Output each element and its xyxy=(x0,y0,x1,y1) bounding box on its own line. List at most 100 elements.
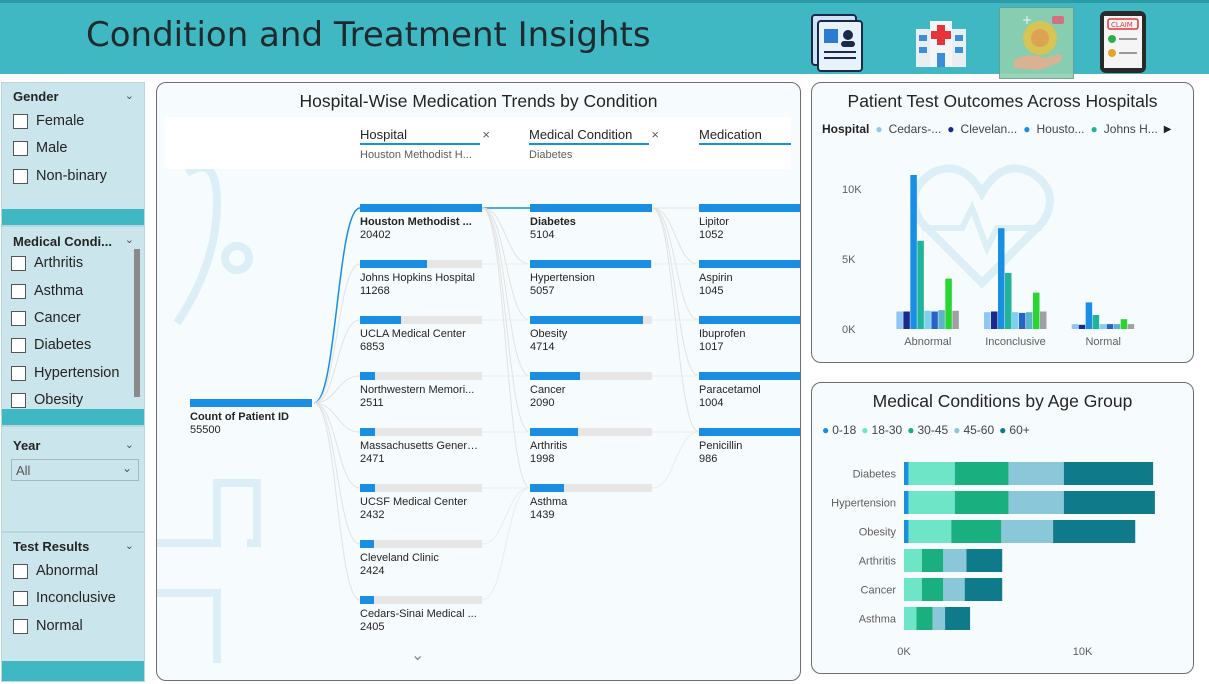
medication-node[interactable]: Penicillin 986 xyxy=(699,428,800,465)
stacked-bar-segment[interactable] xyxy=(904,607,917,630)
gender-option-male[interactable]: Male xyxy=(13,140,67,156)
condition-option-hypertension[interactable]: Hypertension xyxy=(11,365,119,381)
condition-node[interactable]: Hypertension 5057 xyxy=(530,260,654,297)
hospital-node[interactable]: Johns Hopkins Hospital 11268 xyxy=(360,260,484,297)
condition-node[interactable]: Diabetes 5104 xyxy=(530,204,654,241)
checkbox[interactable] xyxy=(13,590,28,606)
stacked-bar-segment[interactable] xyxy=(954,491,1009,514)
claim-icon[interactable]: CLAIM xyxy=(1094,9,1152,75)
test-option-abnormal[interactable]: Abnormal xyxy=(13,563,98,579)
chevron-down-icon[interactable]: ⌄ xyxy=(124,90,134,102)
stacked-bar-segment[interactable] xyxy=(1063,462,1154,485)
column-bar[interactable] xyxy=(1033,292,1040,329)
condition-option-arthritis[interactable]: Arthritis xyxy=(11,255,83,271)
hospital-node[interactable]: Cleveland Clinic 2424 xyxy=(360,540,484,577)
column-bar[interactable] xyxy=(952,310,959,329)
stacked-bar-segment[interactable] xyxy=(904,520,909,543)
hospital-node[interactable]: Northwestern Memori... 2511 xyxy=(360,372,484,409)
column-bar[interactable] xyxy=(938,310,945,329)
checkbox[interactable] xyxy=(11,337,26,353)
stacked-bar-segment[interactable] xyxy=(943,549,967,572)
year-dropdown[interactable]: All ⌄ xyxy=(11,459,139,481)
column-bar[interactable] xyxy=(1120,319,1128,329)
chevron-down-icon[interactable]: ⌄ xyxy=(124,234,134,246)
stacked-bar-segment[interactable] xyxy=(908,462,955,485)
slicer-scrollbar[interactable] xyxy=(134,249,140,397)
test-option-normal[interactable]: Normal xyxy=(13,618,83,634)
patient-record-icon[interactable] xyxy=(808,11,870,73)
column-bar[interactable] xyxy=(1040,311,1047,330)
stacked-bar-segment[interactable] xyxy=(904,578,922,601)
column-bar[interactable] xyxy=(1092,315,1100,329)
stacked-bar-segment[interactable] xyxy=(916,607,933,630)
root-node[interactable]: Count of Patient ID 55500 xyxy=(190,399,314,436)
medication-node[interactable]: Ibuprofen 1017 xyxy=(699,316,800,353)
stacked-bar-segment[interactable] xyxy=(904,491,909,514)
condition-option-asthma[interactable]: Asthma xyxy=(11,283,83,299)
stacked-bar-segment[interactable] xyxy=(951,520,1002,543)
column-bar[interactable] xyxy=(1085,302,1093,329)
column-bar[interactable] xyxy=(1127,324,1135,329)
stacked-bar-segment[interactable] xyxy=(1001,520,1054,543)
gender-option-female[interactable]: Female xyxy=(13,113,84,129)
hospital-node[interactable]: Cedars-Sinai Medical ... 2405 xyxy=(360,596,484,633)
condition-option-diabetes[interactable]: Diabetes xyxy=(11,337,91,353)
condition-option-obesity[interactable]: Obesity xyxy=(11,392,83,408)
checkbox[interactable] xyxy=(13,618,28,634)
condition-node[interactable]: Arthritis 1998 xyxy=(530,428,654,465)
column-bar[interactable] xyxy=(1099,324,1107,329)
stacked-bar-segment[interactable] xyxy=(908,491,955,514)
stacked-bar-segment[interactable] xyxy=(908,520,952,543)
hospital-node[interactable]: UCLA Medical Center 6853 xyxy=(360,316,484,353)
stacked-bar-segment[interactable] xyxy=(966,549,1003,572)
column-bar[interactable] xyxy=(1071,324,1079,329)
column-bar[interactable] xyxy=(984,312,991,329)
medication-node[interactable]: Aspirin 1045 xyxy=(699,260,800,297)
column-bar[interactable] xyxy=(1026,312,1033,329)
checkbox[interactable] xyxy=(13,113,28,129)
close-icon[interactable]: × xyxy=(651,127,659,142)
stacked-bar-segment[interactable] xyxy=(1008,491,1064,514)
checkbox[interactable] xyxy=(13,168,28,184)
column-bar[interactable] xyxy=(924,310,931,329)
chevron-down-icon[interactable]: ⌄ xyxy=(411,647,425,664)
checkbox[interactable] xyxy=(11,283,26,299)
column-bar[interactable] xyxy=(991,311,998,330)
stacked-bar-segment[interactable] xyxy=(1008,462,1064,485)
hospital-icon[interactable] xyxy=(910,11,972,73)
checkbox[interactable] xyxy=(11,365,26,381)
column-bar[interactable] xyxy=(910,175,917,329)
close-icon[interactable]: × xyxy=(482,127,490,142)
stacked-bar-segment[interactable] xyxy=(943,578,965,601)
column-bar[interactable] xyxy=(1106,324,1114,329)
column-bar[interactable] xyxy=(998,228,1005,329)
condition-node[interactable]: Cancer 2090 xyxy=(530,372,654,409)
column-bar[interactable] xyxy=(1005,273,1012,329)
test-option-inconclusive[interactable]: Inconclusive xyxy=(13,590,116,606)
legend-next-arrow-icon[interactable]: ▶ xyxy=(1163,123,1172,135)
column-bar[interactable] xyxy=(1019,312,1026,329)
column-bar[interactable] xyxy=(903,311,910,330)
treatment-icon[interactable]: + xyxy=(999,7,1074,79)
stacked-bar-segment[interactable] xyxy=(945,607,971,630)
hospital-node[interactable]: Houston Methodist ... 20402 xyxy=(360,204,484,241)
column-bar[interactable] xyxy=(945,278,952,329)
chevron-down-icon[interactable]: ⌄ xyxy=(124,540,134,552)
checkbox[interactable] xyxy=(13,563,28,579)
column-bar[interactable] xyxy=(1012,312,1019,329)
checkbox[interactable] xyxy=(13,140,28,156)
chevron-down-icon[interactable]: ⌄ xyxy=(124,439,134,451)
stacked-bar-segment[interactable] xyxy=(1063,491,1155,514)
column-bar[interactable] xyxy=(1078,324,1086,329)
condition-option-cancer[interactable]: Cancer xyxy=(11,310,81,326)
condition-node[interactable]: Obesity 4714 xyxy=(530,316,654,353)
stacked-bar-segment[interactable] xyxy=(964,578,1003,601)
condition-node[interactable]: Asthma 1439 xyxy=(530,484,654,521)
column-bar[interactable] xyxy=(896,311,903,330)
checkbox[interactable] xyxy=(11,392,26,408)
stacked-bar-segment[interactable] xyxy=(904,549,922,572)
column-bar[interactable] xyxy=(1113,324,1121,329)
stacked-bar-segment[interactable] xyxy=(932,607,946,630)
column-bar[interactable] xyxy=(931,311,938,330)
stacked-bar-segment[interactable] xyxy=(921,549,944,572)
